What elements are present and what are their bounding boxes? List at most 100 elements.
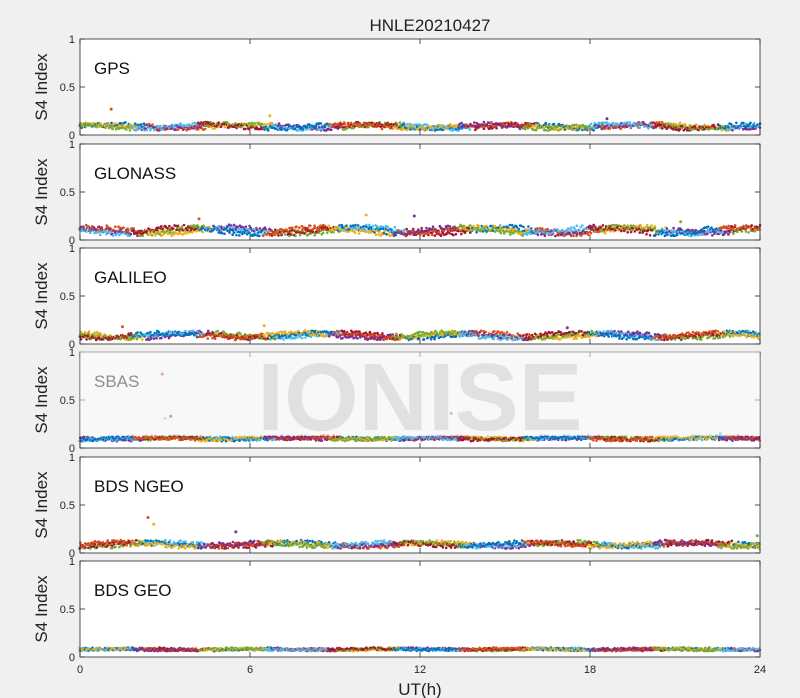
data-point xyxy=(448,232,451,235)
data-point xyxy=(160,336,163,340)
data-point xyxy=(102,436,106,439)
data-point xyxy=(85,230,88,233)
data-point xyxy=(706,232,709,236)
data-point xyxy=(356,224,360,227)
data-point xyxy=(328,122,331,126)
data-point xyxy=(111,127,114,131)
data-point xyxy=(718,336,722,340)
data-point xyxy=(647,127,650,130)
data-point xyxy=(219,125,223,129)
data-point xyxy=(309,224,312,228)
data-point xyxy=(209,334,213,337)
data-point xyxy=(161,128,164,131)
data-point xyxy=(660,120,664,124)
data-point xyxy=(402,228,406,232)
data-point xyxy=(506,226,510,229)
data-point xyxy=(695,123,698,126)
data-point xyxy=(349,121,353,125)
data-point xyxy=(482,120,486,124)
y-tick-label: 1 xyxy=(69,139,75,151)
data-point xyxy=(589,122,593,126)
data-point xyxy=(238,234,241,237)
y-axis-label: S4 Index xyxy=(32,53,51,121)
data-point xyxy=(263,128,266,131)
data-point xyxy=(433,234,437,237)
data-point xyxy=(261,234,265,238)
data-point xyxy=(321,126,325,129)
data-point xyxy=(498,225,502,228)
data-point xyxy=(736,230,739,234)
data-point xyxy=(172,126,176,129)
data-point xyxy=(337,122,340,125)
data-point xyxy=(343,122,347,126)
data-point xyxy=(420,226,424,230)
data-point xyxy=(149,330,152,334)
data-point xyxy=(472,224,475,228)
data-point xyxy=(726,227,730,230)
chart-title: HNLE20210427 xyxy=(370,16,491,35)
data-point xyxy=(127,338,130,342)
data-point xyxy=(308,123,311,126)
data-point xyxy=(744,230,748,233)
data-point xyxy=(708,330,711,333)
data-point xyxy=(239,337,242,341)
data-point xyxy=(311,230,315,234)
data-point xyxy=(295,225,298,228)
data-point xyxy=(305,128,308,131)
data-point xyxy=(303,124,307,128)
data-point xyxy=(263,335,267,338)
data-point xyxy=(368,223,371,227)
data-point xyxy=(536,233,540,237)
data-point xyxy=(626,231,629,234)
data-point xyxy=(160,225,163,228)
data-point xyxy=(298,226,301,229)
data-point xyxy=(729,330,732,333)
data-point xyxy=(661,127,664,130)
data-point xyxy=(217,125,221,129)
data-point xyxy=(150,234,154,237)
data-point xyxy=(668,334,672,337)
data-point xyxy=(213,127,217,130)
data-point xyxy=(625,228,629,231)
data-point xyxy=(610,329,613,333)
data-point xyxy=(140,229,143,233)
data-point xyxy=(354,231,357,234)
y-tick-label: 0.5 xyxy=(60,82,75,94)
data-point xyxy=(429,338,433,341)
data-point xyxy=(260,127,264,131)
outlier-point xyxy=(197,217,201,221)
data-point xyxy=(314,226,317,229)
data-point xyxy=(530,227,533,230)
data-point xyxy=(246,338,250,342)
data-point xyxy=(735,121,738,125)
data-point xyxy=(720,129,724,132)
data-point xyxy=(371,224,375,228)
data-point xyxy=(740,230,744,233)
data-point xyxy=(182,223,186,227)
data-point xyxy=(288,124,292,128)
data-point xyxy=(380,127,384,131)
data-point xyxy=(265,331,269,335)
y-tick-label: 1 xyxy=(69,243,75,255)
data-point xyxy=(250,121,254,125)
data-point xyxy=(505,331,509,334)
data-point xyxy=(321,128,324,131)
data-point xyxy=(283,125,287,129)
data-point xyxy=(356,337,359,340)
data-point xyxy=(711,234,714,237)
data-point xyxy=(347,230,351,233)
data-point xyxy=(394,233,398,237)
data-point xyxy=(521,234,524,237)
data-point xyxy=(395,127,399,131)
data-point xyxy=(124,121,127,124)
data-point xyxy=(539,332,542,336)
data-point xyxy=(678,121,682,125)
data-point xyxy=(293,127,297,131)
data-point xyxy=(654,233,657,236)
data-point xyxy=(377,122,381,125)
y-tick-label: 0.5 xyxy=(60,187,75,199)
data-point xyxy=(260,122,264,126)
data-point xyxy=(232,231,236,234)
outlier-point xyxy=(412,214,416,218)
